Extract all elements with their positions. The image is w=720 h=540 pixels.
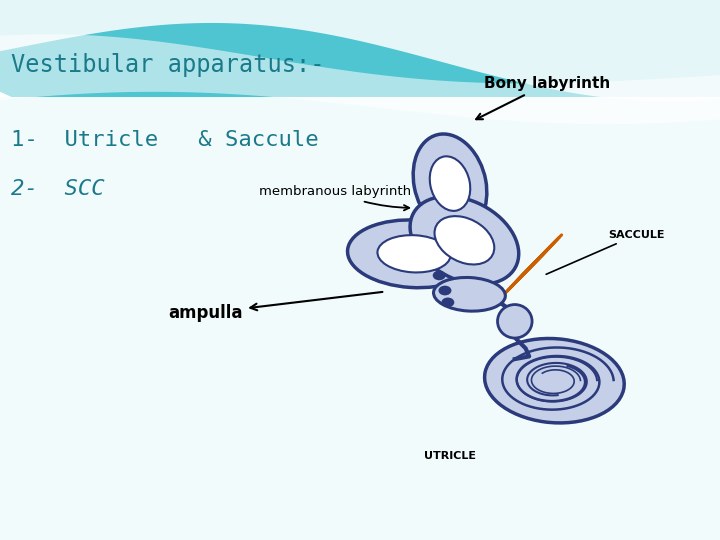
Polygon shape (0, 0, 720, 102)
Ellipse shape (410, 197, 518, 284)
Text: 2-  SCC: 2- SCC (11, 179, 104, 199)
Polygon shape (0, 34, 720, 124)
Text: ampulla: ampulla (168, 292, 382, 322)
Text: membranous labyrinth: membranous labyrinth (258, 185, 411, 211)
Ellipse shape (413, 134, 487, 233)
Ellipse shape (433, 278, 505, 311)
Ellipse shape (485, 339, 624, 423)
Polygon shape (0, 97, 720, 540)
Text: Vestibular apparatus:-: Vestibular apparatus:- (11, 53, 324, 77)
Ellipse shape (441, 298, 454, 307)
Ellipse shape (498, 305, 532, 338)
Ellipse shape (348, 220, 480, 288)
Text: SACCULE: SACCULE (546, 230, 665, 274)
Polygon shape (0, 0, 720, 124)
Ellipse shape (438, 286, 451, 295)
Text: 1-  Utricle   & Saccule: 1- Utricle & Saccule (11, 130, 318, 151)
Ellipse shape (430, 156, 470, 211)
Text: UTRICLE: UTRICLE (424, 451, 476, 461)
Ellipse shape (434, 216, 495, 265)
Ellipse shape (377, 235, 451, 273)
Text: Bony labyrinth: Bony labyrinth (476, 76, 611, 119)
Ellipse shape (433, 271, 446, 280)
